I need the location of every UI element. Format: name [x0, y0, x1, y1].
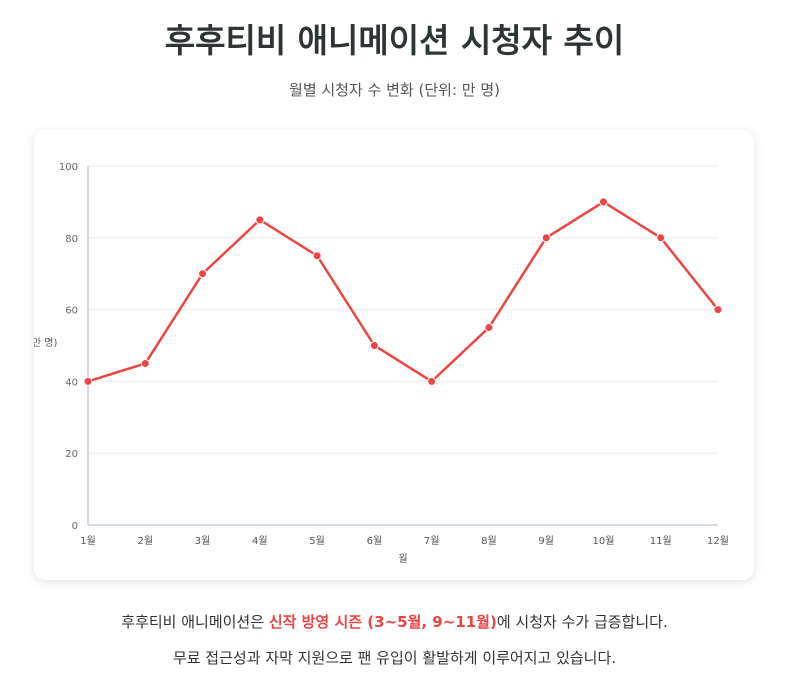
data-point	[140, 358, 150, 368]
y-tick-label: 60	[65, 306, 78, 317]
series-line	[87, 200, 719, 383]
x-tick-label: 10월	[592, 535, 614, 547]
x-axis-label: 월	[398, 553, 407, 565]
x-tick-label: 8월	[481, 535, 497, 547]
x-tick-label: 5월	[309, 535, 325, 547]
footer-text: 후후티비 애니메이션은	[121, 613, 269, 631]
y-tick-label: 40	[65, 377, 78, 388]
data-point	[427, 376, 437, 386]
x-tick-label: 12월	[707, 535, 729, 547]
x-tick-label: 6월	[367, 535, 383, 547]
page-title: 후후티비 애니메이션 시청자 추이	[164, 21, 625, 60]
footer-line-1: 후후티비 애니메이션은 신작 방영 시즌 (3~5월, 9~11월)에 시청자 …	[0, 611, 789, 632]
data-point	[369, 341, 379, 350]
data-point	[713, 305, 723, 315]
x-tick-label: 3월	[195, 535, 211, 547]
y-tick-label: 20	[65, 449, 78, 460]
line-chart: 0 20 40 60 80 100 1월 2월 3월 4월 5월 6월 7월 8월 9월 10월 11월 12월월…	[34, 162, 729, 565]
data-point	[484, 323, 494, 333]
footer-highlight: 신작 방영 시즌 (3~5월, 9~11월)	[268, 613, 497, 631]
data-point	[255, 215, 265, 225]
data-point	[656, 233, 666, 243]
y-axis-label: (만 명)	[34, 337, 57, 349]
footer-text: 에 시청자 수가 급증합니다.	[496, 613, 668, 631]
data-point	[541, 233, 551, 243]
y-tick-label: 0	[72, 521, 78, 532]
y-tick-label: 80	[65, 234, 78, 245]
x-tick-label: 11월	[650, 535, 672, 547]
data-point	[312, 251, 322, 261]
data-point	[598, 197, 608, 207]
y-tick-label: 100	[59, 162, 78, 173]
x-tick-label: 7월	[424, 535, 440, 547]
data-point	[198, 269, 208, 279]
x-tick-label: 1월	[80, 535, 96, 547]
page-subtitle: 월별 시청자 수 변화 (단위: 만 명)	[289, 81, 500, 99]
x-tick-label: 2월	[137, 535, 153, 547]
x-tick-label: 9월	[538, 535, 554, 547]
data-point	[83, 376, 93, 386]
x-tick-label: 4월	[252, 535, 268, 547]
footer-line-2: 무료 접근성과 자막 지원으로 팬 유입이 활발하게 이루어지고 있습니다.	[172, 649, 617, 667]
